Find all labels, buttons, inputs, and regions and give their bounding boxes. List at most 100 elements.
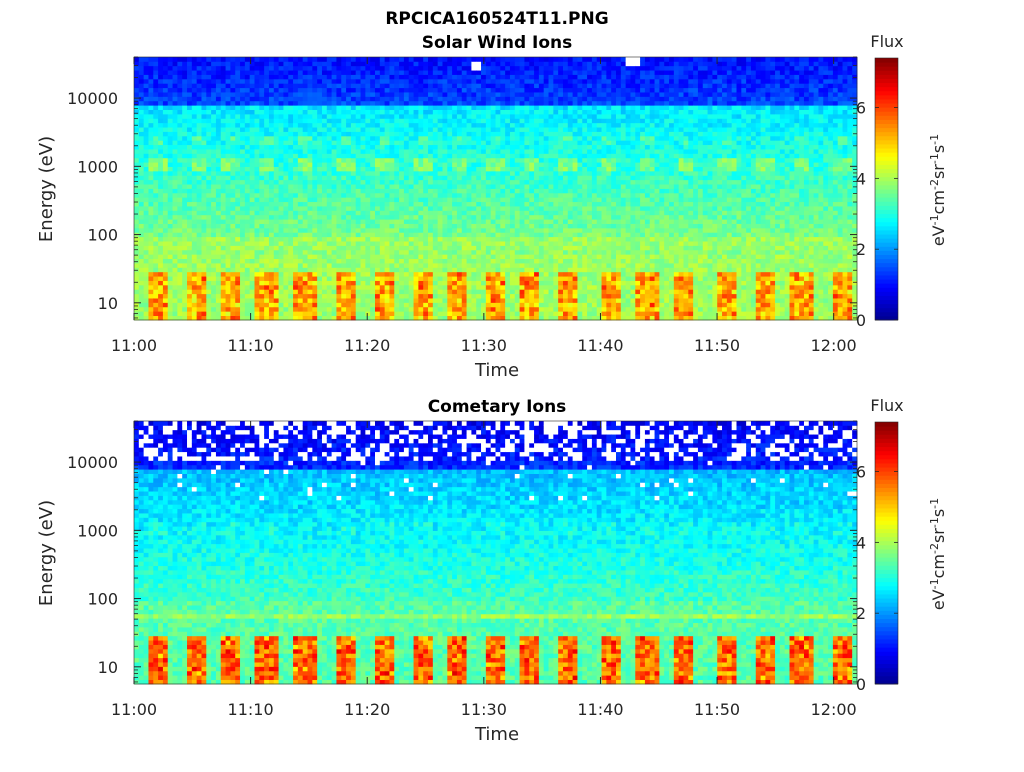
spectrogram-cell (485, 83, 492, 89)
spectrogram-cell (524, 100, 530, 106)
spectrogram-cell (447, 315, 453, 321)
spectrogram-cell (514, 109, 520, 115)
spectrogram-cell (432, 227, 439, 233)
spectrogram-cell (365, 157, 371, 163)
spectrogram-cell (408, 197, 414, 203)
spectrogram-cell (389, 140, 395, 146)
spectrogram-cell (196, 131, 202, 137)
spectrogram-cell (428, 113, 434, 119)
spectrogram-cell (519, 210, 525, 216)
spectrogram-cell (254, 65, 260, 71)
spectrogram-cell (360, 245, 366, 251)
spectrogram-cell (240, 258, 246, 264)
spectrogram-cell (201, 284, 207, 290)
spectrogram-cell (235, 127, 241, 132)
spectrogram-cell (172, 210, 178, 216)
spectrogram-cell (336, 149, 342, 154)
spectrogram-cell (355, 87, 361, 93)
spectrogram-cell (138, 78, 145, 84)
spectrogram-cell (481, 92, 487, 97)
spectrogram-cell (452, 166, 458, 172)
spectrogram-cell (211, 127, 217, 132)
spectrogram-cell (167, 188, 173, 194)
spectrogram-cell (514, 78, 520, 84)
spectrogram-cell (447, 306, 453, 312)
spectrogram-cell (476, 61, 482, 67)
spectrogram-cell (264, 241, 270, 246)
spectrogram-cell (196, 263, 202, 268)
spectrogram-cell (321, 206, 328, 211)
spectrogram-cell (307, 267, 313, 273)
spectrogram-cell (326, 302, 333, 308)
spectrogram-cell (336, 78, 342, 84)
spectrogram-cell (341, 302, 347, 308)
spectrogram-cell (211, 175, 217, 181)
spectrogram-cell (293, 210, 299, 216)
spectrogram-cell (206, 100, 212, 106)
spectrogram-cell (399, 100, 405, 106)
spectrogram-cell (413, 83, 419, 89)
spectrogram-cell (302, 227, 308, 233)
spectrogram-cell (167, 241, 173, 246)
spectrogram-cell (461, 184, 467, 189)
spectrogram-cell (331, 131, 337, 137)
spectrogram-cell (399, 271, 405, 277)
spectrogram-cell (264, 166, 270, 172)
spectrogram-cell (452, 105, 458, 110)
spectrogram-cell (259, 109, 265, 115)
spectrogram-cell (423, 166, 429, 172)
spectrogram-cell (191, 201, 198, 207)
spectrogram-cell (283, 87, 289, 93)
spectrogram-cell (452, 109, 458, 115)
spectrogram-cell (481, 267, 487, 273)
spectrogram-cell (389, 184, 395, 189)
spectrogram-cell (452, 100, 458, 106)
spectrogram-cell (447, 241, 453, 246)
spectrogram-cell (456, 184, 463, 189)
spectrogram-cell (346, 219, 352, 224)
spectrogram-cell (341, 122, 347, 128)
spectrogram-cell (505, 214, 511, 220)
spectrogram-cell (235, 144, 241, 150)
spectrogram-cell (476, 118, 482, 124)
spectrogram-cell (461, 197, 467, 203)
spectrogram-cell (148, 249, 154, 255)
spectrogram-cell (529, 254, 535, 260)
spectrogram-cell (524, 276, 530, 281)
spectrogram-cell (230, 267, 236, 273)
spectrogram-cell (408, 184, 414, 189)
spectrogram-cell (177, 232, 183, 238)
spectrogram-cell (206, 315, 212, 321)
spectrogram-cell (167, 57, 173, 62)
spectrogram-cell (244, 179, 251, 185)
spectrogram-cell (288, 249, 294, 255)
spectrogram-cell (519, 271, 525, 277)
spectrogram-cell (375, 214, 381, 220)
spectrogram-cell (514, 219, 520, 224)
spectrogram-cell (500, 245, 506, 251)
spectrogram-cell (529, 162, 535, 167)
spectrogram-cell (481, 258, 487, 264)
spectrogram-cell (278, 74, 284, 80)
spectrogram-cell (235, 57, 241, 62)
spectrogram-cell (307, 197, 313, 203)
spectrogram-cell (264, 201, 270, 207)
spectrogram-cell (365, 192, 371, 198)
spectrogram-cell (355, 201, 361, 207)
spectrogram-cell (158, 306, 164, 312)
spectrogram-cell (321, 245, 328, 251)
spectrogram-cell (321, 162, 328, 167)
spectrogram-cell (201, 87, 207, 93)
spectrogram-cell (196, 70, 202, 75)
spectrogram-cell (490, 315, 496, 321)
spectrogram-cell (143, 276, 149, 281)
spectrogram-cell (524, 289, 530, 295)
spectrogram-cell (215, 258, 222, 264)
spectrogram-cell (326, 122, 333, 128)
spectrogram-cell (341, 188, 347, 194)
spectrogram-cell (317, 149, 323, 154)
spectrogram-cell (268, 100, 275, 106)
spectrogram-cell (249, 245, 255, 251)
spectrogram-cell (172, 241, 178, 246)
spectrogram-cell (283, 70, 289, 75)
